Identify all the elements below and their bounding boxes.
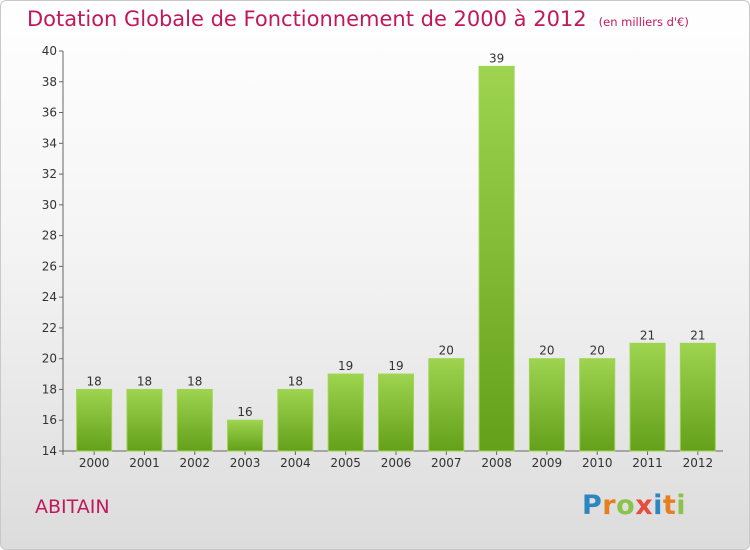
value-label: 19 xyxy=(388,359,403,373)
x-tick-label: 2006 xyxy=(381,456,412,470)
x-tick-label: 2003 xyxy=(230,456,261,470)
x-tick-label: 2004 xyxy=(280,456,311,470)
y-tick-label: 22 xyxy=(42,321,57,335)
x-tick-label: 2002 xyxy=(179,456,210,470)
bar-2001 xyxy=(126,388,163,452)
bar-2006 xyxy=(378,373,414,452)
value-label: 21 xyxy=(690,328,705,342)
logo-letter: i xyxy=(653,490,663,521)
bar-2004 xyxy=(277,388,314,452)
value-label: 18 xyxy=(87,374,102,388)
x-tick-label: 2009 xyxy=(532,456,563,470)
bar-2003 xyxy=(227,419,264,452)
x-tick-label: 2005 xyxy=(330,456,361,470)
y-tick-label: 36 xyxy=(42,106,57,120)
bar-2012 xyxy=(679,342,716,452)
x-tick-label: 2000 xyxy=(79,456,110,470)
y-tick-label: 32 xyxy=(42,167,57,181)
logo-letter: P xyxy=(582,490,603,521)
value-label: 21 xyxy=(640,328,655,342)
logo-letter: r xyxy=(602,490,617,521)
value-label: 18 xyxy=(137,374,152,388)
y-tick-label: 30 xyxy=(42,198,57,212)
y-tick-label: 20 xyxy=(42,352,57,366)
value-label: 19 xyxy=(338,359,353,373)
bar-2010 xyxy=(579,358,616,452)
x-tick-label: 2007 xyxy=(431,456,462,470)
x-tick-label: 2012 xyxy=(683,456,714,470)
x-tick-label: 2008 xyxy=(481,456,512,470)
y-tick-label: 16 xyxy=(42,413,57,427)
value-label: 20 xyxy=(539,344,554,358)
y-tick-label: 18 xyxy=(42,382,57,396)
bar-2007 xyxy=(428,358,465,452)
y-tick-label: 26 xyxy=(42,259,57,273)
bar-2005 xyxy=(327,373,364,452)
value-label: 39 xyxy=(489,51,504,65)
labels: 14 16 18 20 22 24 26 28 30 32 34 36 38 40 2000 18 2001 18… xyxy=(42,44,713,470)
logo-letter: t xyxy=(662,490,677,521)
bar-2008 xyxy=(478,65,515,452)
town-name: ABITAIN xyxy=(35,496,110,518)
y-tick-label: 14 xyxy=(42,444,57,458)
value-label: 20 xyxy=(590,344,605,358)
logo-letter: i xyxy=(676,490,687,521)
bar-2009 xyxy=(528,358,565,452)
x-tick-label: 2010 xyxy=(582,456,613,470)
bar-2002 xyxy=(176,388,213,452)
y-tick-label: 24 xyxy=(42,290,57,304)
bars xyxy=(76,65,716,452)
value-label: 18 xyxy=(187,374,202,388)
bar-2000 xyxy=(76,388,113,452)
x-tick-label: 2001 xyxy=(129,456,160,470)
value-label: 20 xyxy=(439,344,454,358)
bar-2011 xyxy=(629,342,666,452)
proxiti-logo: Proxiti xyxy=(582,490,686,521)
y-tick-label: 34 xyxy=(42,136,57,150)
value-label: 18 xyxy=(288,374,303,388)
x-tick-label: 2011 xyxy=(632,456,663,470)
unit-note: (en milliers d'€) xyxy=(598,15,689,29)
value-label: 16 xyxy=(237,405,252,419)
y-tick-label: 38 xyxy=(42,75,57,89)
y-tick-label: 40 xyxy=(42,44,57,58)
title-row: Dotation Globale de Fonctionnement de 20… xyxy=(27,7,689,31)
logo-letter: o xyxy=(616,490,636,521)
chart-title: Dotation Globale de Fonctionnement de 20… xyxy=(27,7,587,31)
logo-letter: x xyxy=(635,490,654,521)
y-tick-label: 28 xyxy=(42,229,57,243)
